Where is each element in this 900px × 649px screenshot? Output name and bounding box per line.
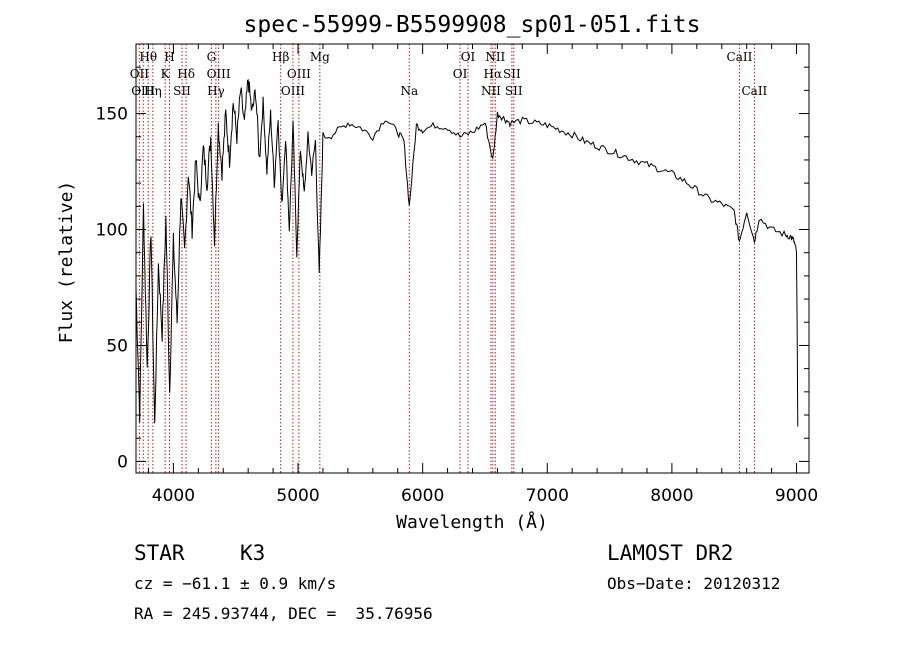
x-tick-label: 7000 — [526, 486, 569, 506]
object-class: STAR — [134, 541, 185, 565]
line-marker-label-24: CaII — [741, 84, 767, 98]
line-marker-label-0: Hθ — [139, 50, 157, 64]
x-axis: 4000 5000 6000 7000 8000 9000 — [147, 44, 818, 506]
y-axis-label: Flux (relative) — [56, 181, 77, 344]
line-marker-label-23: CaII — [727, 50, 753, 64]
line-marker-label-20: SII — [503, 67, 521, 81]
y-tick-label: 150 — [96, 105, 128, 125]
chart-title: spec-55999-B5599908_sp01-051.fits — [244, 12, 701, 38]
observation-date: Obs−Date: 20120312 — [607, 574, 781, 593]
x-tick-label: 9000 — [775, 486, 818, 506]
line-marker-label-18: NII — [485, 50, 505, 64]
line-marker-label-15: Na — [400, 84, 418, 98]
y-tick-label: 0 — [117, 452, 128, 472]
line-marker-label-10: Hγ — [207, 84, 225, 98]
line-marker-label-1: OII — [130, 67, 150, 81]
x-axis-label: Wavelength (Å) — [396, 511, 548, 533]
object-subclass: K3 — [240, 541, 266, 565]
line-marker-label-13: OIII — [281, 84, 305, 98]
line-marker-label-19: Hα — [484, 67, 503, 81]
line-marker-label-21: NII — [481, 84, 501, 98]
line-marker-label-7: SII — [173, 84, 191, 98]
x-tick-label: 4000 — [152, 486, 195, 506]
redshift-velocity: cz = −61.1 ± 0.9 km/s — [134, 574, 337, 593]
x-tick-label: 5000 — [276, 486, 319, 506]
line-marker-label-14: Mg — [310, 50, 330, 64]
line-marker-label-4: H — [164, 50, 174, 64]
plot-frame — [135, 43, 810, 474]
y-axis: 0 50 100 150 — [96, 66, 809, 472]
y-tick-label: 50 — [106, 336, 128, 356]
line-marker-label-22: SII — [505, 84, 523, 98]
line-marker-label-8: G — [207, 50, 217, 64]
x-tick-label: 8000 — [650, 486, 693, 506]
line-marker-label-11: Hβ — [272, 50, 289, 64]
y-tick-label: 100 — [96, 221, 128, 241]
line-marker-label-12: OIII — [287, 67, 311, 81]
line-marker-label-6: Hδ — [177, 67, 195, 81]
line-marker-label-3: Hη — [144, 84, 162, 98]
line-marker-label-9: OIII — [207, 67, 231, 81]
line-marker-label-5: K — [161, 67, 171, 81]
x-tick-label: 6000 — [401, 486, 444, 506]
line-markers — [138, 44, 755, 473]
spectrum-series-line — [135, 78, 799, 427]
survey-name: LAMOST DR2 — [607, 541, 734, 565]
line-marker-label-16: OI — [461, 50, 476, 64]
line-marker-label-17: OI — [453, 67, 468, 81]
coordinates: RA = 245.93744, DEC = 35.76956 — [134, 604, 433, 623]
line-marker-label-2: OIII — [131, 84, 155, 98]
